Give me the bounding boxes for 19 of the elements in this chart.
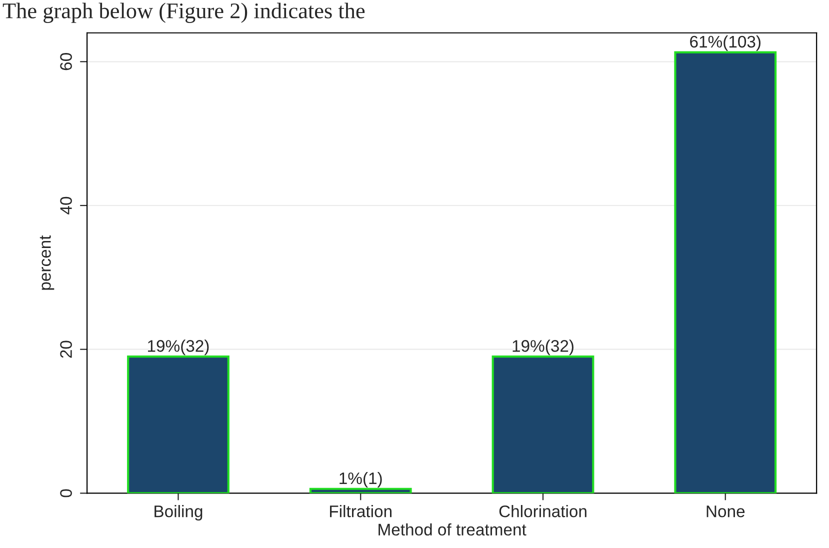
x-axis-title: Method of treatment — [378, 523, 526, 536]
bar — [309, 488, 412, 494]
data-label: 19%(32) — [148, 340, 209, 356]
x-tick-label: Chlorination — [499, 505, 586, 518]
y-tick-label: 20 — [60, 340, 72, 358]
bar — [674, 51, 777, 494]
x-tick-label: Filtration — [330, 505, 392, 518]
text: The graph below (Figure 2) indicates the — [2, 2, 365, 23]
data-label: 19%(32) — [512, 340, 574, 356]
bar — [127, 356, 230, 494]
data-label: 61%(103) — [690, 35, 760, 51]
y-tick-label: 0 — [60, 489, 72, 498]
y-tick-label: 40 — [60, 196, 72, 214]
x-tick-label: Boiling — [154, 505, 202, 521]
x-tick-label: None — [706, 506, 745, 518]
data-label: 1%(1) — [340, 472, 382, 488]
bar — [492, 356, 594, 494]
y-tick-label: 60 — [60, 53, 72, 70]
y-axis-title: percent — [40, 235, 54, 290]
